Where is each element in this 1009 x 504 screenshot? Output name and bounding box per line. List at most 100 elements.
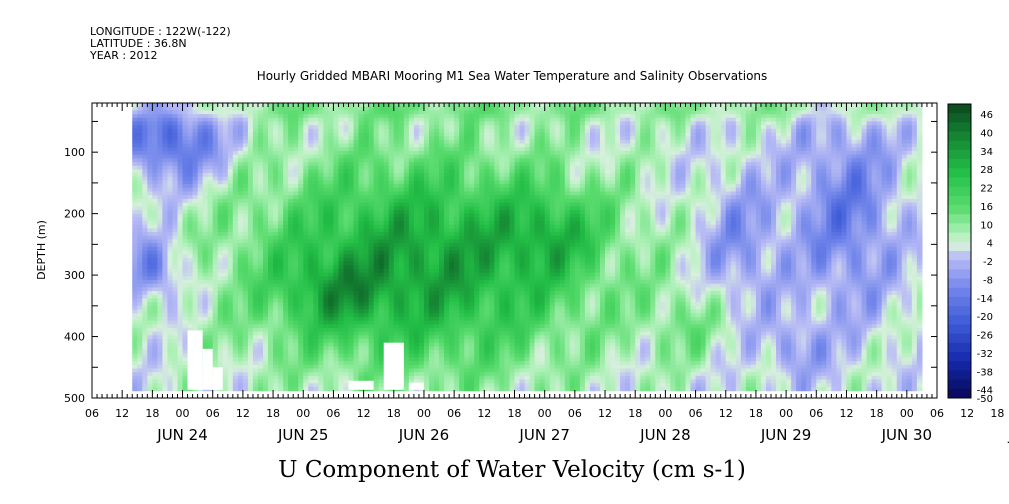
heatmap-cell (383, 206, 390, 211)
heatmap-cell (338, 375, 345, 381)
heatmap-cell (373, 386, 380, 392)
heatmap-cell (142, 117, 148, 123)
heatmap-cell (363, 250, 370, 255)
heatmap-cell (288, 272, 294, 277)
heatmap-cell (268, 372, 274, 377)
heatmap-cell (137, 221, 143, 226)
heatmap-cell (227, 250, 234, 255)
heatmap-cell (393, 198, 400, 204)
heatmap-cell (273, 121, 279, 126)
heatmap-cell (283, 187, 289, 193)
heatmap-cell (423, 361, 430, 366)
heatmap-cell (338, 372, 345, 377)
heatmap-cell (428, 342, 435, 347)
heatmap-cell (268, 191, 274, 196)
heatmap-cell (333, 302, 340, 307)
heatmap-cell (177, 180, 184, 185)
heatmap-cell (323, 361, 329, 366)
heatmap-cell (187, 128, 194, 134)
heatmap-cell (368, 232, 375, 237)
heatmap-cell (348, 298, 355, 303)
heatmap-cell (162, 250, 169, 255)
heatmap-cell (318, 361, 324, 366)
heatmap-cell (252, 202, 259, 207)
heatmap-cell (378, 139, 385, 145)
heatmap-cell (182, 313, 189, 318)
heatmap-cell (338, 202, 345, 207)
heatmap-cell (363, 213, 370, 218)
heatmap-cell (268, 368, 274, 373)
heatmap-cell (338, 173, 345, 178)
longitude-label: LONGITUDE : 122W(-122) (90, 25, 231, 38)
heatmap-cell (313, 379, 319, 384)
heatmap-cell (393, 276, 400, 281)
heatmap-cell (152, 169, 158, 174)
heatmap-cell (288, 217, 294, 222)
heatmap-cell (449, 272, 455, 277)
heatmap-cell (257, 335, 264, 340)
heatmap-cell (343, 239, 350, 244)
heatmap-cell (273, 235, 279, 241)
heatmap-cell (132, 103, 138, 108)
heatmap-cell (439, 335, 445, 340)
heatmap-cell (263, 202, 269, 207)
heatmap-cell (363, 268, 370, 274)
heatmap-cell (217, 180, 224, 185)
heatmap-cell (142, 235, 148, 241)
heatmap-cell (398, 261, 405, 266)
heatmap-cell (172, 361, 179, 366)
heatmap-cell (167, 165, 174, 170)
heatmap-cell (298, 180, 304, 185)
heatmap-cell (187, 202, 194, 207)
heatmap-cell (434, 353, 440, 359)
heatmap-cell (388, 103, 395, 108)
heatmap-cell (212, 239, 219, 244)
heatmap-cell (338, 103, 345, 108)
heatmap-cell (172, 165, 179, 170)
heatmap-cell (398, 180, 405, 185)
heatmap-cell (398, 243, 405, 248)
heatmap-cell (197, 103, 204, 108)
heatmap-cell (348, 176, 355, 182)
heatmap-cell (413, 361, 420, 366)
heatmap-cell (434, 272, 440, 277)
heatmap-cell (192, 243, 199, 248)
heatmap-cell (217, 257, 224, 263)
heatmap-cell (303, 228, 309, 233)
heatmap-cell (373, 313, 380, 318)
heatmap-cell (137, 268, 143, 274)
heatmap-cell (398, 280, 405, 285)
heatmap-cell (348, 191, 355, 196)
heatmap-cell (388, 302, 395, 307)
heatmap-cell (137, 187, 143, 193)
heatmap-cell (318, 246, 324, 252)
heatmap-cell (298, 209, 304, 215)
heatmap-cell (207, 316, 214, 322)
heatmap-cell (278, 128, 284, 134)
heatmap-cell (423, 327, 430, 333)
heatmap-cell (418, 361, 425, 366)
heatmap-cell (363, 191, 370, 196)
heatmap-cell (157, 106, 164, 111)
heatmap-cell (393, 246, 400, 252)
heatmap-cell (212, 187, 219, 193)
heatmap-cell (177, 232, 184, 237)
heatmap-cell (333, 224, 340, 229)
heatmap-cell (423, 294, 430, 300)
heatmap-cell (167, 239, 174, 244)
heatmap-cell (132, 364, 138, 370)
heatmap-cell (232, 132, 239, 137)
heatmap-cell (323, 165, 329, 170)
heatmap-cell (403, 184, 410, 189)
heatmap-cell (142, 239, 148, 244)
heatmap-cell (227, 221, 234, 226)
heatmap-cell (408, 309, 415, 314)
heatmap-cell (237, 195, 244, 200)
heatmap-cell (423, 125, 430, 130)
heatmap-cell (323, 331, 329, 336)
heatmap-cell (252, 257, 259, 263)
heatmap-cell (257, 276, 264, 281)
heatmap-cell (343, 316, 350, 322)
heatmap-cell (373, 327, 380, 333)
heatmap-cell (162, 375, 169, 381)
